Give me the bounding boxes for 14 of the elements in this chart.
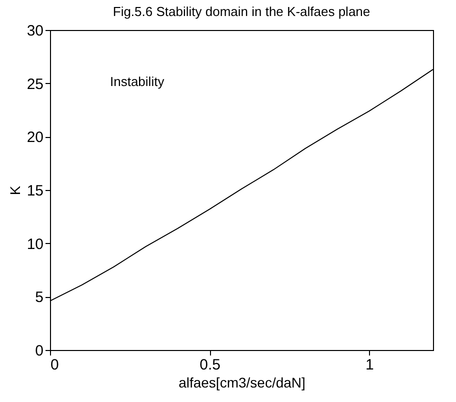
y-tick-label: 0 [35,342,44,360]
y-tick-label: 15 [26,182,44,200]
x-tick-label: 0.5 [200,356,221,374]
y-tick-label: 25 [26,76,44,93]
annotation: Instability [110,74,165,89]
chart-title: Fig.5.6 Stability domain in the K-alfaes plane [112,4,370,19]
y-tick-label: 5 [35,289,44,306]
x-tick-label: 0 [50,356,59,374]
x-axis-title: alfaes[cm3/sec/daN] [178,374,306,390]
y-tick-label: 10 [26,236,44,253]
x-tick-label: 1 [365,356,374,374]
y-tick-label: 30 [26,22,44,40]
y-tick-label: 20 [26,129,44,146]
y-axis-title: K [6,185,23,196]
